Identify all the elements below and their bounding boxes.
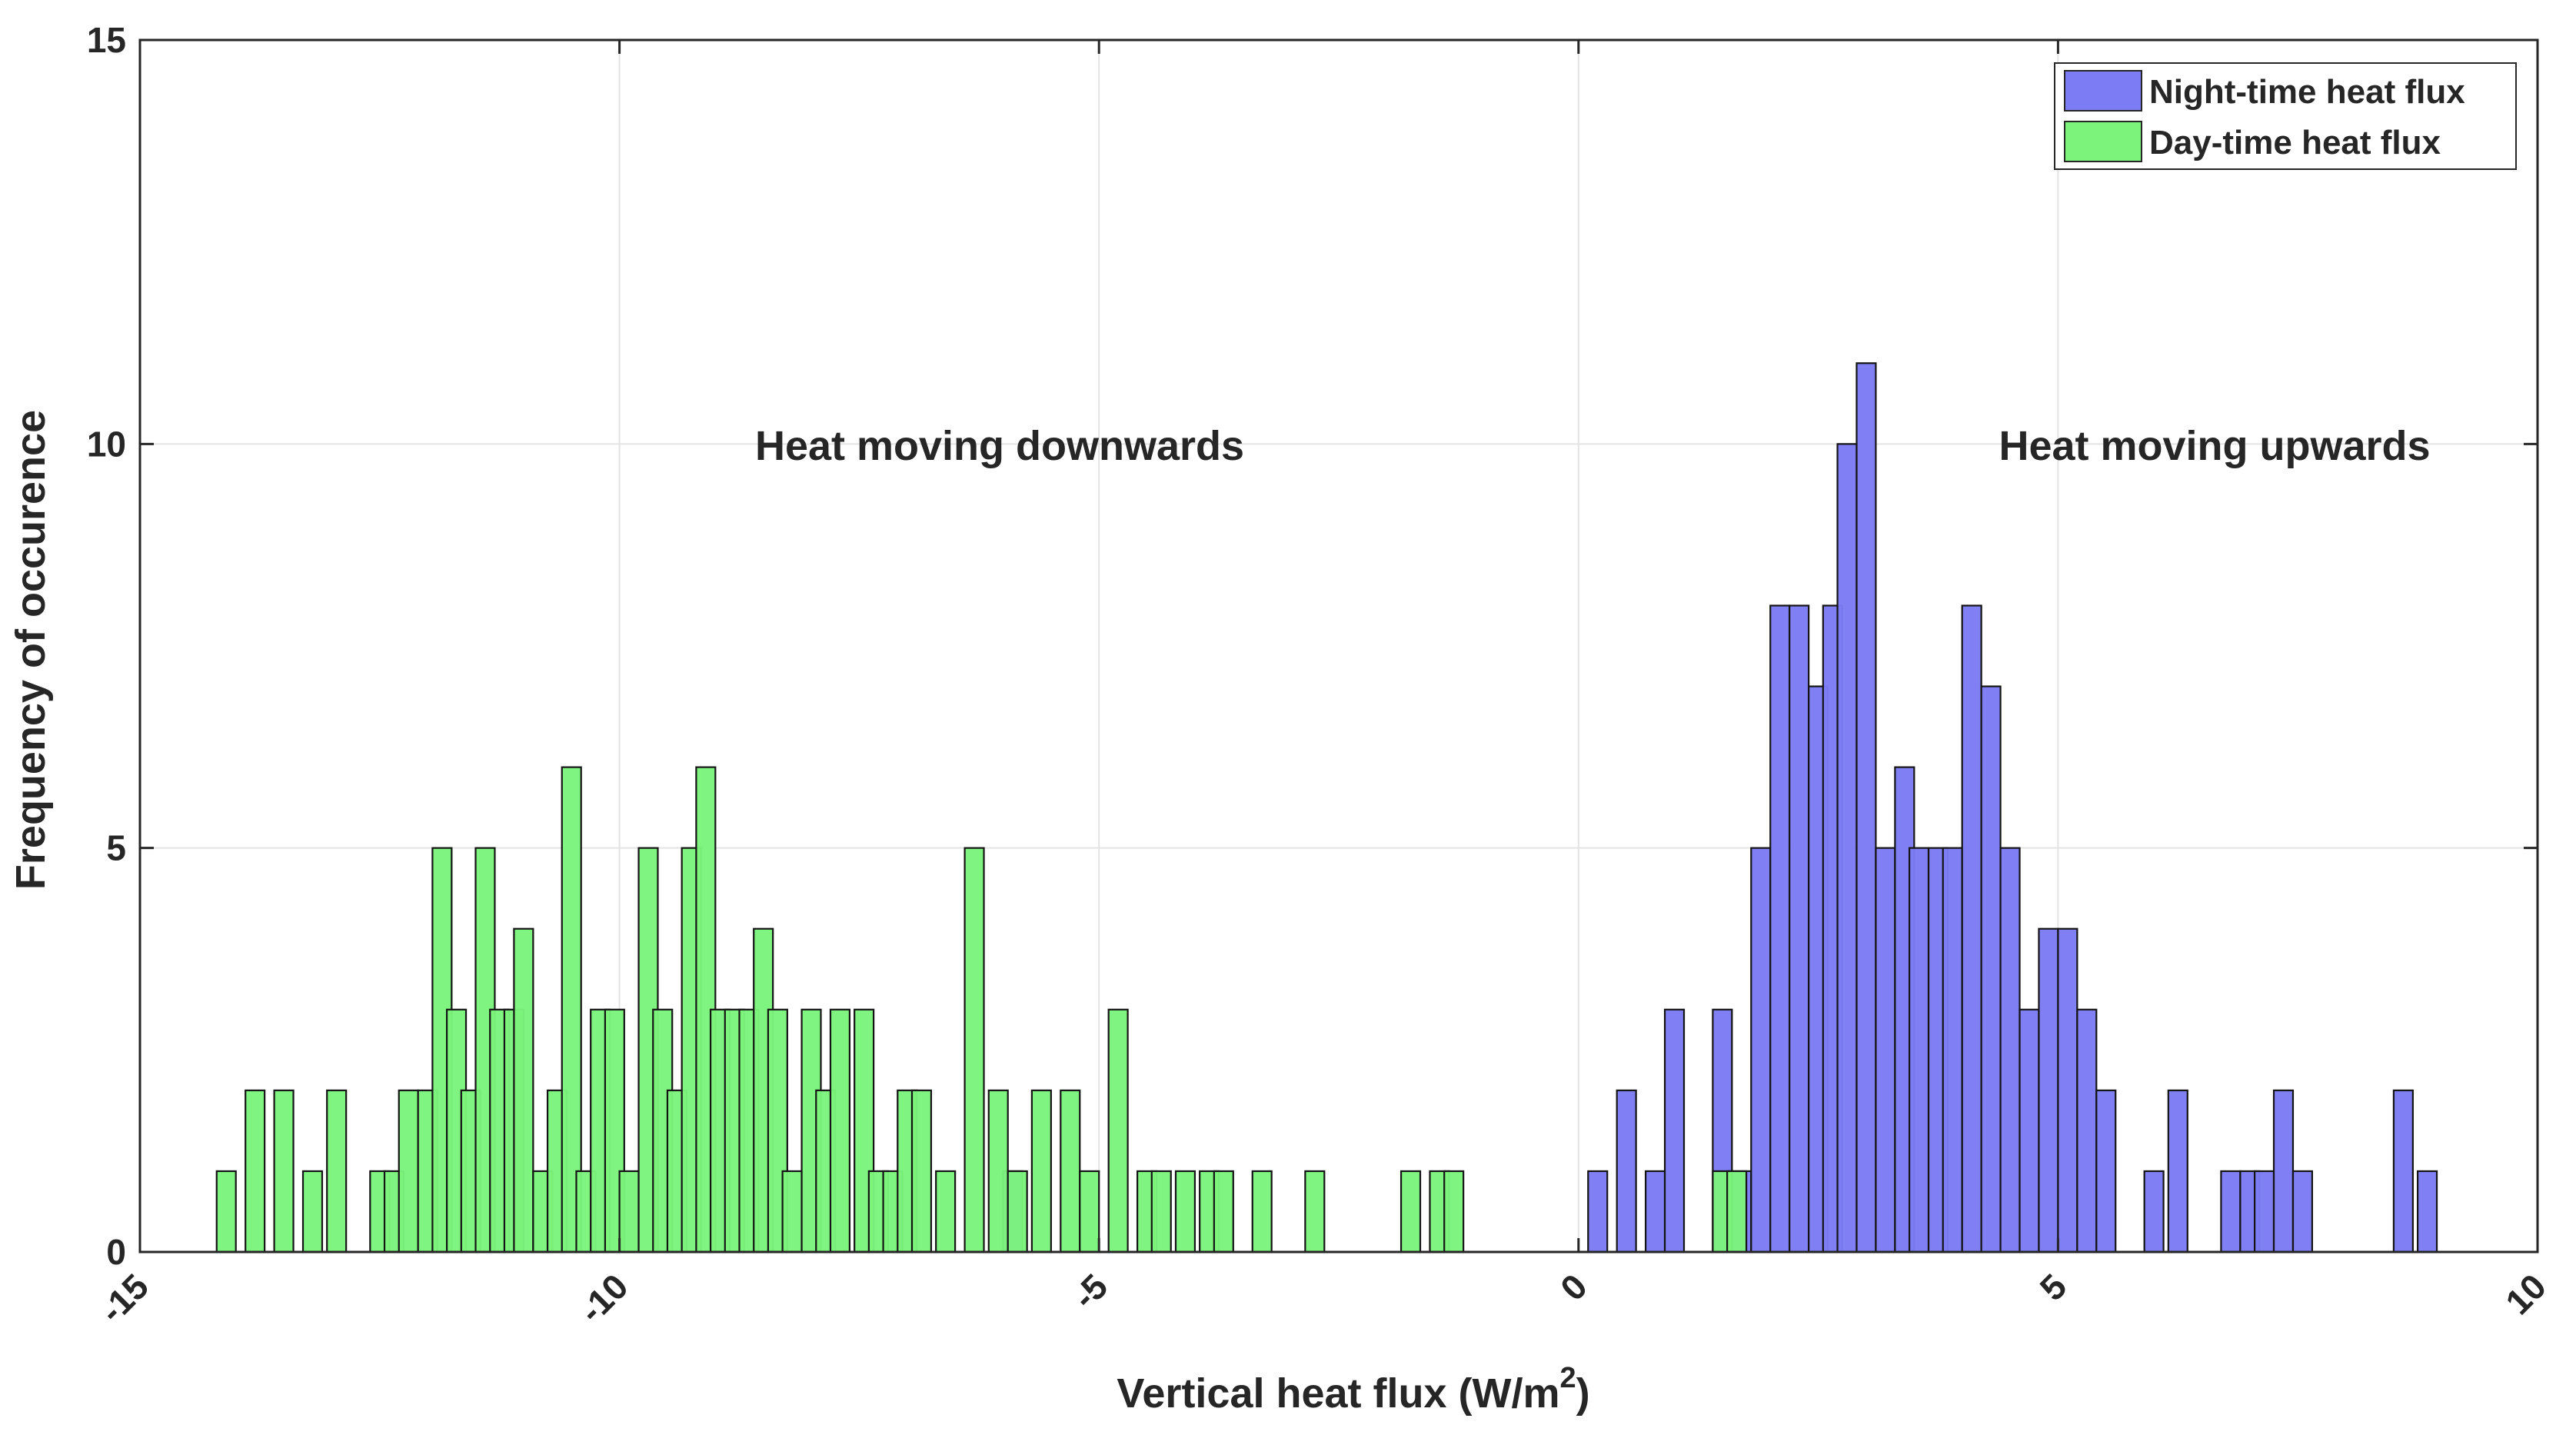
day-bar (829, 1008, 851, 1254)
night-bar (2143, 1170, 2165, 1254)
y-tick-label: 10 (87, 424, 126, 464)
y-tick-label: 15 (87, 20, 126, 60)
x-axis-label-superscript: 2 (1560, 1362, 1576, 1394)
day-bar (1079, 1170, 1100, 1254)
night-bar (2291, 1170, 2314, 1254)
night-bar (1587, 1170, 1609, 1254)
legend-swatch-day (2064, 121, 2142, 162)
day-bar (215, 1170, 237, 1254)
day-bar (987, 1089, 1009, 1254)
night-bar (2095, 1089, 2117, 1254)
day-bar (326, 1089, 348, 1254)
night-bar (1663, 1008, 1686, 1254)
day-bar (618, 1170, 640, 1254)
day-bar (1174, 1170, 1196, 1254)
legend-label-night: Night-time heat flux (2149, 73, 2465, 111)
day-bar (910, 1089, 933, 1254)
grid-lines (140, 40, 2538, 1252)
night-bar (2220, 1170, 2242, 1254)
night-bar (1616, 1089, 1637, 1254)
day-bar (513, 927, 534, 1254)
night-bar (1942, 847, 1963, 1254)
day-bar (1251, 1170, 1273, 1254)
legend-swatch-night (2064, 70, 2142, 112)
day-bar (1030, 1089, 1052, 1254)
day-bar (398, 1089, 419, 1254)
night-bar (2417, 1170, 2438, 1254)
night-bar (1836, 443, 1858, 1254)
day-bar (1060, 1089, 1081, 1254)
night-bar (1980, 685, 2002, 1254)
night-bar (2076, 1008, 2098, 1254)
night-bar (1855, 362, 1877, 1254)
night-bar (1999, 847, 2021, 1254)
annotation-upwards: Heat moving upwards (1999, 423, 2430, 469)
x-axis-label-main: Vertical heat flux (W/m (1117, 1370, 1559, 1417)
day-bar (1443, 1170, 1465, 1254)
night-bar (2392, 1089, 2414, 1254)
day-bar (1107, 1008, 1129, 1254)
night-bar (1769, 604, 1791, 1254)
day-bar (273, 1089, 295, 1254)
legend: Night-time heat flux Day-time heat flux (2054, 62, 2517, 170)
night-bar (1875, 847, 1896, 1254)
night-bar (2167, 1089, 2188, 1254)
y-tick-label: 5 (106, 828, 126, 868)
annotation-downwards: Heat moving downwards (755, 423, 1244, 469)
day-bar (301, 1170, 324, 1254)
day-bar (1304, 1170, 1326, 1254)
day-bar (1007, 1170, 1028, 1254)
night-bar (1961, 604, 1982, 1254)
plot-frame (138, 38, 2539, 1254)
x-axis-label: Vertical heat flux (W/m2) (1117, 1362, 1589, 1417)
night-bar (1645, 1170, 1666, 1254)
night-bar (1750, 847, 1772, 1254)
night-bar (1908, 847, 1930, 1254)
day-bar (1150, 1170, 1172, 1254)
y-axis-label: Frequency of occurence (8, 410, 54, 890)
day-bar (1399, 1170, 1422, 1254)
night-bar (1789, 604, 1810, 1254)
day-bar (245, 1089, 266, 1254)
night-bar (2038, 927, 2059, 1254)
day-bar (1213, 1170, 1234, 1254)
night-bar (2019, 1008, 2040, 1254)
x-axis-label-close: ) (1576, 1370, 1590, 1417)
y-tick-label: 0 (106, 1232, 126, 1272)
night-bar (2253, 1170, 2275, 1254)
day-bar (1726, 1170, 1748, 1254)
day-bar (935, 1170, 957, 1254)
legend-label-day: Day-time heat flux (2149, 124, 2441, 161)
day-bar (652, 1008, 674, 1254)
night-time-bars (1002, 362, 2438, 1254)
day-bar (781, 1170, 803, 1254)
day-bar (964, 847, 985, 1254)
night-bar (2057, 927, 2078, 1254)
night-bar (2272, 1089, 2295, 1254)
